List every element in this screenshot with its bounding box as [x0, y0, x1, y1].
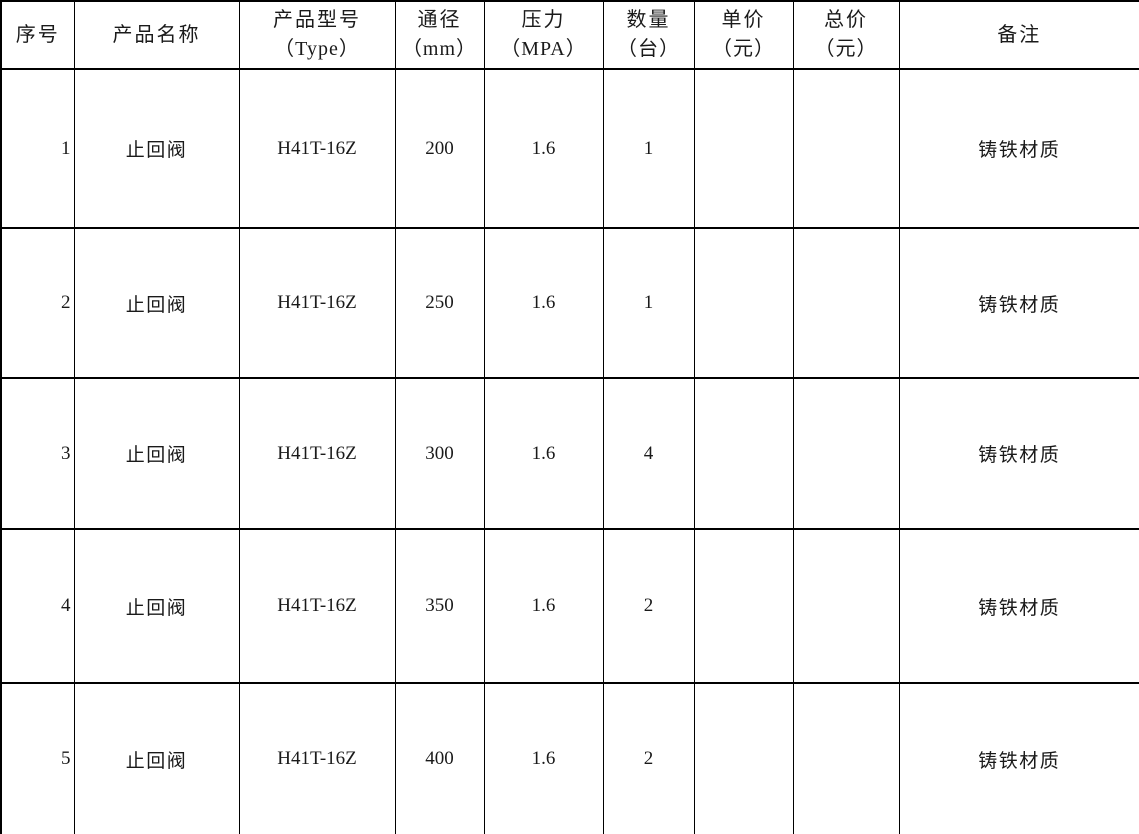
cell-total-price [792, 227, 900, 379]
table-header-row: 序号 产品名称 产品型号 （Type） 通径 （mm） 压力 （MPA） [0, 0, 1139, 70]
cell-total-price [792, 682, 900, 834]
cell-product-name: 止回阀 [73, 528, 240, 684]
cell-product-name: 止回阀 [73, 377, 240, 530]
cell-product-name: 止回阀 [73, 682, 240, 834]
cell-quantity: 2 [602, 682, 695, 834]
cell-total-price [792, 377, 900, 530]
header-diameter-label: 通径 [417, 9, 462, 31]
header-product-name-label: 产品名称 [112, 23, 201, 46]
cell-pressure: 1.6 [483, 68, 604, 229]
cell-quantity: 1 [602, 227, 695, 379]
cell-diameter: 350 [394, 528, 485, 684]
cell-quantity: 4 [602, 377, 695, 530]
cell-total-price [792, 528, 900, 684]
cell-total-price [792, 68, 900, 229]
cell-unit-price [693, 227, 794, 379]
cell-model: H41T-16Z [238, 682, 396, 834]
cell-diameter: 200 [394, 68, 485, 229]
cell-pressure: 1.6 [483, 528, 604, 684]
cell-unit-price [693, 682, 794, 834]
cell-remark: 铸铁材质 [898, 682, 1139, 834]
cell-serial: 1 [0, 68, 75, 229]
cell-quantity: 2 [602, 528, 695, 684]
header-diameter-sublabel: （mm） [401, 38, 478, 60]
header-quantity-sublabel: （台） [617, 38, 680, 60]
header-remark-label: 备注 [997, 23, 1042, 46]
header-diameter: 通径 （mm） [394, 0, 485, 70]
table-row: 4 止回阀 H41T-16Z 350 1.6 2 铸铁材质 [0, 528, 1139, 684]
cell-remark: 铸铁材质 [898, 227, 1139, 379]
header-unit-price-label: 单价 [721, 9, 766, 31]
header-total-price-sublabel: （元） [814, 38, 878, 60]
table-row: 1 止回阀 H41T-16Z 200 1.6 1 铸铁材质 [0, 68, 1139, 229]
header-model-sublabel: （Type） [274, 38, 360, 60]
header-pressure-sublabel: （MPA） [500, 38, 587, 60]
cell-model: H41T-16Z [238, 377, 396, 530]
cell-remark: 铸铁材质 [898, 528, 1139, 684]
header-unit-price-sublabel: （元） [712, 38, 775, 60]
cell-serial: 5 [0, 682, 75, 834]
header-pressure: 压力 （MPA） [483, 0, 604, 70]
cell-remark: 铸铁材质 [898, 377, 1139, 530]
cell-model: H41T-16Z [238, 528, 396, 684]
cell-diameter: 250 [394, 227, 485, 379]
cell-model: H41T-16Z [238, 68, 396, 229]
header-unit-price: 单价 （元） [693, 0, 794, 70]
cell-serial: 3 [0, 377, 75, 530]
cell-pressure: 1.6 [483, 377, 604, 530]
header-model-label: 产品型号 [273, 9, 361, 31]
cell-pressure: 1.6 [483, 682, 604, 834]
header-total-price: 总价 （元） [792, 0, 900, 70]
header-pressure-label: 压力 [521, 9, 566, 31]
cell-product-name: 止回阀 [73, 68, 240, 229]
table-row: 5 止回阀 H41T-16Z 400 1.6 2 铸铁材质 [0, 682, 1139, 834]
cell-product-name: 止回阀 [73, 227, 240, 379]
table-row: 3 止回阀 H41T-16Z 300 1.6 4 铸铁材质 [0, 377, 1139, 530]
cell-model: H41T-16Z [238, 227, 396, 379]
header-quantity: 数量 （台） [602, 0, 695, 70]
header-total-price-label: 总价 [824, 9, 868, 31]
cell-unit-price [693, 528, 794, 684]
header-model: 产品型号 （Type） [238, 0, 396, 70]
cell-diameter: 300 [394, 377, 485, 530]
cell-serial: 2 [0, 227, 75, 379]
cell-diameter: 400 [394, 682, 485, 834]
header-serial-label: 序号 [15, 23, 60, 46]
header-serial: 序号 [0, 0, 75, 70]
header-quantity-label: 数量 [626, 9, 671, 31]
cell-unit-price [693, 377, 794, 530]
header-product-name: 产品名称 [73, 0, 240, 70]
cell-remark: 铸铁材质 [898, 68, 1139, 229]
cell-serial: 4 [0, 528, 75, 684]
cell-pressure: 1.6 [483, 227, 604, 379]
cell-unit-price [693, 68, 794, 229]
header-remark: 备注 [898, 0, 1139, 70]
table-row: 2 止回阀 H41T-16Z 250 1.6 1 铸铁材质 [0, 227, 1139, 379]
cell-quantity: 1 [602, 68, 695, 229]
